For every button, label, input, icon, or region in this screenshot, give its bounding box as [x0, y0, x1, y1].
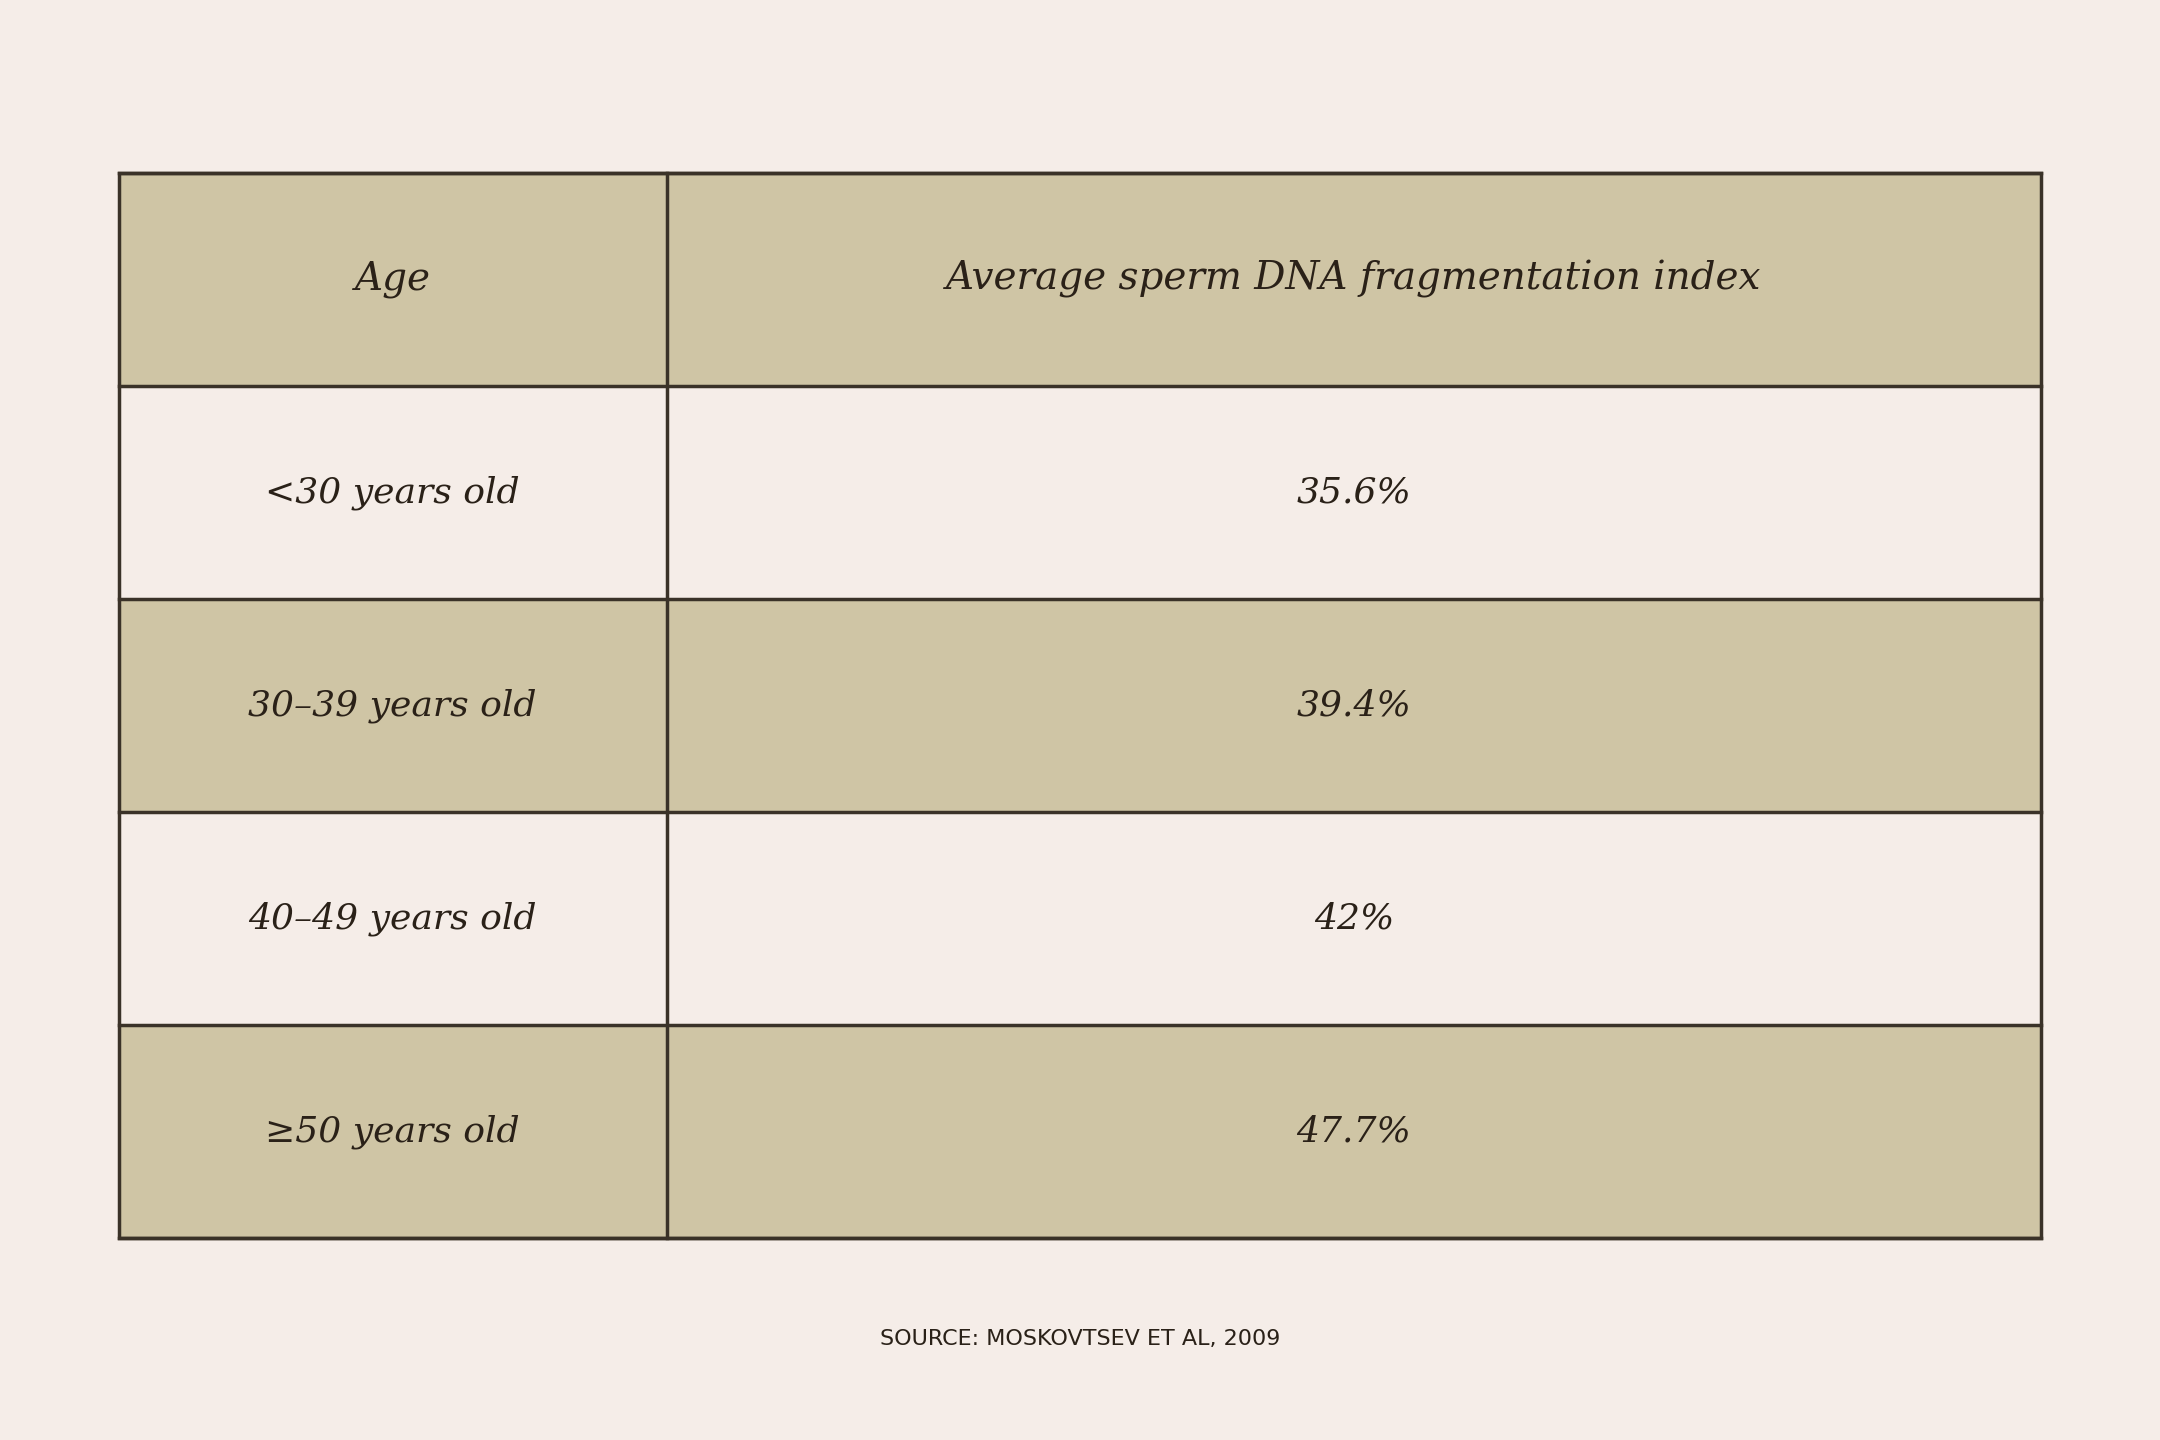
Bar — [667, 812, 2041, 1025]
Text: 35.6%: 35.6% — [1296, 475, 1410, 510]
Bar — [667, 599, 2041, 812]
Text: Average sperm DNA fragmentation index: Average sperm DNA fragmentation index — [946, 261, 1763, 298]
Bar — [667, 386, 2041, 599]
Bar — [119, 599, 667, 812]
Bar — [667, 173, 2041, 386]
Text: 47.7%: 47.7% — [1296, 1115, 1410, 1149]
Text: 30–39 years old: 30–39 years old — [248, 688, 538, 723]
Text: 40–49 years old: 40–49 years old — [248, 901, 538, 936]
Bar — [119, 173, 667, 386]
Bar — [667, 1025, 2041, 1238]
Bar — [119, 386, 667, 599]
Bar — [119, 812, 667, 1025]
Bar — [119, 1025, 667, 1238]
Text: SOURCE: MOSKOVTSEV ET AL, 2009: SOURCE: MOSKOVTSEV ET AL, 2009 — [879, 1329, 1281, 1349]
Text: <30 years old: <30 years old — [266, 475, 521, 510]
Text: 39.4%: 39.4% — [1296, 688, 1410, 723]
Text: 42%: 42% — [1313, 901, 1393, 936]
Text: ≥50 years old: ≥50 years old — [266, 1115, 521, 1149]
Text: Age: Age — [354, 261, 430, 298]
Bar — [119, 173, 2041, 1238]
